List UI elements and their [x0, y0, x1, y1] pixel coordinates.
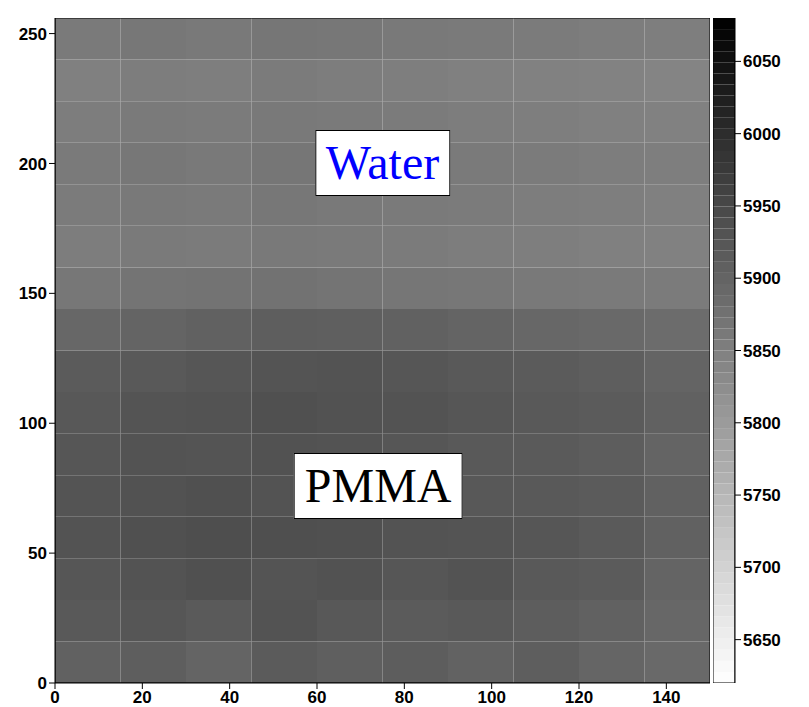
svg-text:6050: 6050: [743, 52, 781, 71]
svg-text:5800: 5800: [743, 414, 781, 433]
svg-text:6000: 6000: [743, 125, 781, 144]
html-text:Water: Water: [325, 136, 440, 190]
svg-text:60: 60: [308, 688, 327, 707]
svg-text:80: 80: [395, 688, 414, 707]
svg-text:150: 150: [19, 284, 47, 303]
svg-text:20: 20: [133, 688, 152, 707]
svg-text:0: 0: [50, 688, 59, 707]
svg-text:0: 0: [38, 674, 47, 693]
svg-text:140: 140: [652, 688, 680, 707]
svg-text:5900: 5900: [743, 269, 781, 288]
svg-text:120: 120: [565, 688, 593, 707]
svg-text:5650: 5650: [743, 631, 781, 650]
svg-text:200: 200: [19, 155, 47, 174]
svg-text:5950: 5950: [743, 197, 781, 216]
svg-text:100: 100: [477, 688, 505, 707]
svg-text:50: 50: [28, 544, 47, 563]
svg-text:5850: 5850: [743, 342, 781, 361]
svg-text:250: 250: [19, 25, 47, 44]
html-text:PMMA: PMMA: [304, 458, 452, 512]
svg-text:5750: 5750: [743, 486, 781, 505]
svg-text:100: 100: [19, 414, 47, 433]
svg-text:40: 40: [220, 688, 239, 707]
svg-text:5700: 5700: [743, 558, 781, 577]
